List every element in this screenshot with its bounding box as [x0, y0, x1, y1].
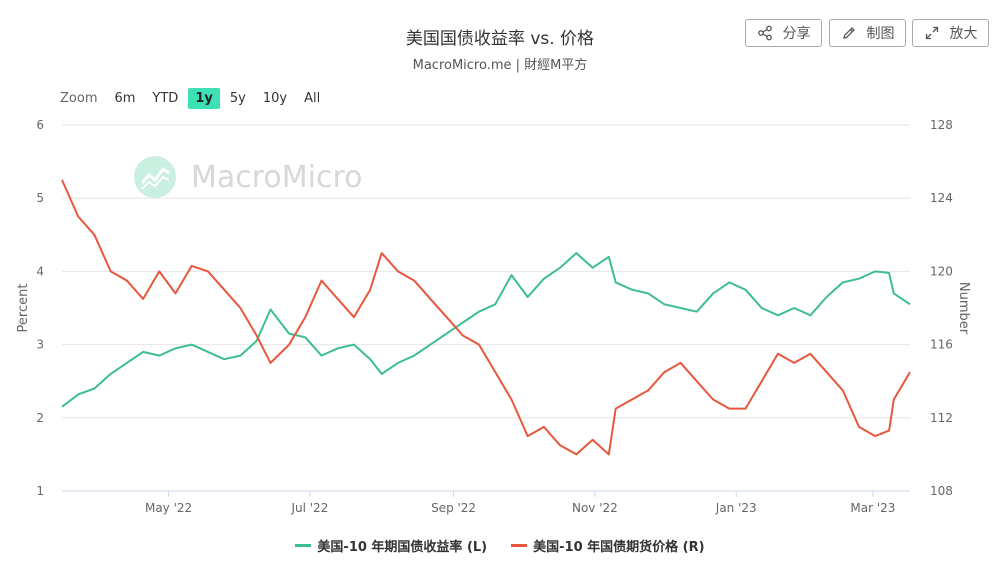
legend-item-yield[interactable]: 美国-10 年期国债收益率 (L) [295, 536, 487, 555]
draw-button[interactable]: 制图 [829, 19, 906, 47]
y-left-tick-label: 2 [36, 411, 44, 425]
legend-label-price: 美国-10 年国债期货价格 (R) [533, 540, 705, 555]
y-right-tick-label: 112 [930, 411, 953, 425]
y-right-tick-label: 128 [930, 118, 953, 132]
x-tick-label: Mar '23 [850, 501, 895, 515]
y-right-tick-label: 116 [930, 338, 953, 352]
x-tick-label: Jul '22 [290, 501, 328, 515]
share-icon [757, 25, 772, 41]
range-button-all[interactable]: All [304, 91, 321, 106]
watermark-text: MacroMicro [191, 159, 363, 195]
macromicro-logo-icon [134, 156, 176, 198]
y-right-tick-label: 108 [930, 484, 953, 498]
series [61, 179, 911, 456]
share-button[interactable]: 分享 [745, 19, 822, 47]
zoom-label: Zoom [60, 91, 98, 106]
range-button-6m[interactable]: 6m [114, 91, 136, 106]
expand-button[interactable]: 放大 [912, 19, 989, 47]
range-button-5y[interactable]: 5y [229, 91, 246, 106]
series-line-price [61, 179, 911, 456]
range-button-1y[interactable]: 1y [188, 88, 220, 109]
expand-label: 放大 [949, 26, 978, 42]
x-tick-label: May '22 [145, 501, 192, 515]
x-tick-label: Sep '22 [431, 501, 476, 515]
chart-subtitle: MacroMicro.me | 財經M平方 [412, 58, 588, 73]
pencil-icon [842, 27, 855, 39]
legend-label-yield: 美国-10 年期国债收益率 (L) [317, 540, 488, 555]
chart-title: 美国国债收益率 vs. 价格 [405, 29, 595, 49]
range-button-ytd[interactable]: YTD [152, 91, 179, 106]
y-axis-left-label: Percent [16, 284, 31, 333]
x-tick-label: Nov '22 [572, 501, 618, 515]
share-label: 分享 [782, 26, 811, 42]
draw-label: 制图 [866, 26, 895, 42]
y-axis-right-label: Number [956, 282, 971, 335]
y-right-tick-label: 124 [930, 191, 953, 205]
axes: 1 2 3 4 5 6 108 112 116 120 124 128 May '22 Jul '22 Se… [36, 118, 953, 515]
legend-swatch-price [511, 544, 528, 547]
series-line-yield [61, 252, 911, 408]
y-left-tick-label: 3 [36, 338, 44, 352]
legend-swatch-yield [295, 544, 312, 547]
expand-icon [925, 26, 938, 40]
x-tick-label: Jan '23 [715, 501, 757, 515]
y-left-tick-label: 5 [36, 191, 44, 205]
y-left-tick-label: 4 [36, 264, 44, 278]
y-right-tick-label: 120 [930, 264, 953, 278]
watermark: MacroMicro [133, 155, 363, 199]
range-selector: Zoom 6m YTD 1y 5y 10y All [60, 88, 330, 109]
range-button-10y[interactable]: 10y [262, 91, 288, 106]
y-left-tick-label: 6 [36, 118, 44, 132]
y-left-tick-label: 1 [36, 484, 44, 498]
legend-item-price[interactable]: 美国-10 年国债期货价格 (R) [511, 536, 705, 555]
legend: 美国-10 年期国债收益率 (L) 美国-10 年国债期货价格 (R) [0, 536, 1000, 555]
